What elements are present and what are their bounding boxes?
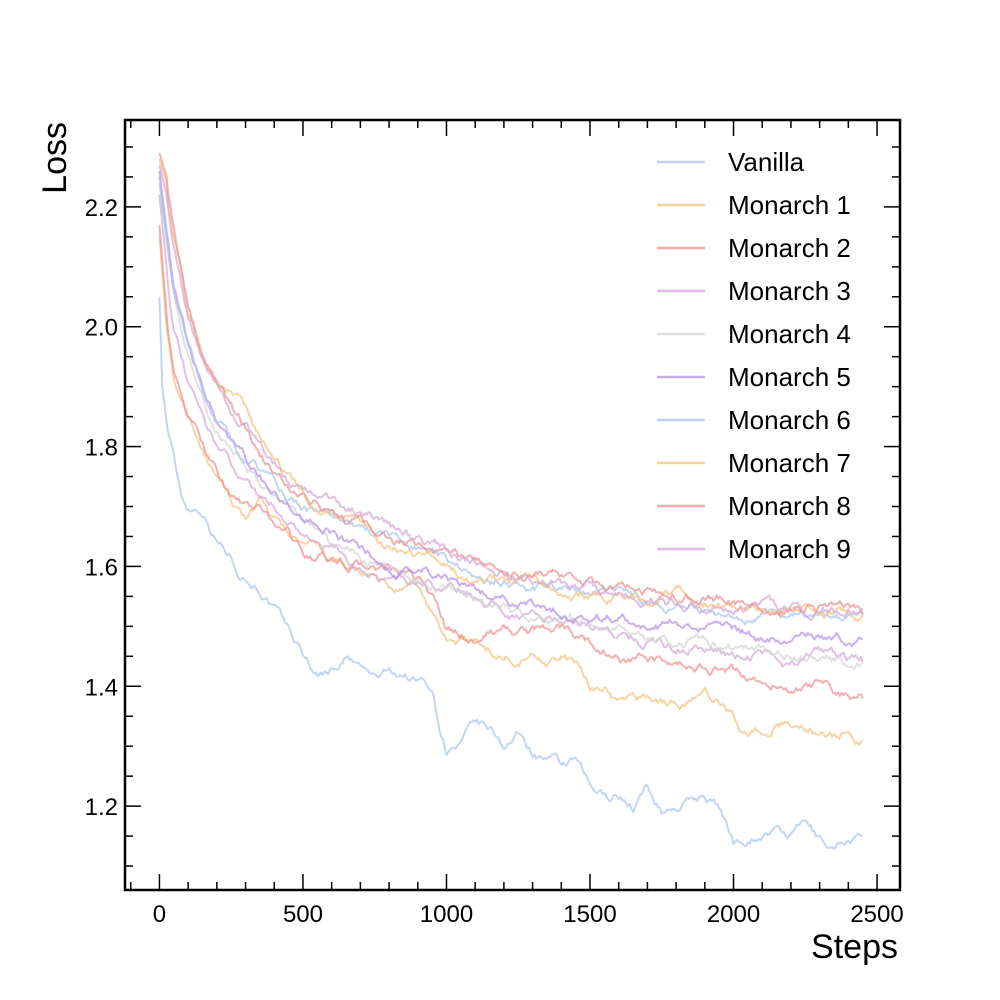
x-tick-label: 1000 [420, 901, 473, 928]
y-tick-label: 1.4 [85, 674, 118, 701]
legend: Vanilla Monarch 1 Monarch 2 Monarch 3 Monarc… [657, 147, 851, 564]
series-line-monarch-5 [158, 170, 864, 648]
legend-label: Monarch 6 [728, 405, 851, 435]
series-line-monarch-8 [158, 152, 864, 616]
series-line-monarch-3 [158, 194, 864, 668]
x-tick-labels: 0 500 1000 1500 2000 2500 [153, 901, 904, 928]
series-lines [158, 152, 864, 850]
x-tick-label: 2500 [850, 901, 903, 928]
y-tick-label: 1.6 [85, 554, 118, 581]
legend-label: Monarch 2 [728, 233, 851, 263]
series-line-vanilla [158, 296, 863, 850]
legend-label: Monarch 5 [728, 362, 851, 392]
legend-label: Monarch 3 [728, 276, 851, 306]
series-line-monarch-2 [158, 224, 864, 700]
x-tick-label: 0 [153, 901, 166, 928]
legend-label: Monarch 7 [728, 448, 851, 478]
legend-label: Monarch 8 [728, 491, 851, 521]
y-axis-title: Loss [36, 122, 74, 194]
y-tick-label: 1.8 [85, 435, 118, 462]
legend-label: Vanilla [728, 147, 805, 177]
legend-label: Monarch 4 [728, 319, 851, 349]
legend-label: Monarch 9 [728, 534, 851, 564]
x-tick-label: 500 [283, 901, 323, 928]
axis-ticks [125, 120, 900, 890]
y-tick-label: 1.2 [85, 794, 118, 821]
x-tick-label: 2000 [707, 901, 760, 928]
y-tick-label: 2.2 [85, 195, 118, 222]
plot-frame [123, 118, 902, 892]
x-axis-title: Steps [811, 928, 898, 966]
series-line-monarch-9 [158, 164, 864, 621]
series-line-monarch-1 [158, 236, 864, 746]
y-tick-labels: 1.2 1.4 1.6 1.8 2.0 2.2 [85, 195, 118, 821]
y-tick-label: 2.0 [85, 315, 118, 342]
x-tick-label: 1500 [563, 901, 616, 928]
legend-label: Monarch 1 [728, 190, 851, 220]
